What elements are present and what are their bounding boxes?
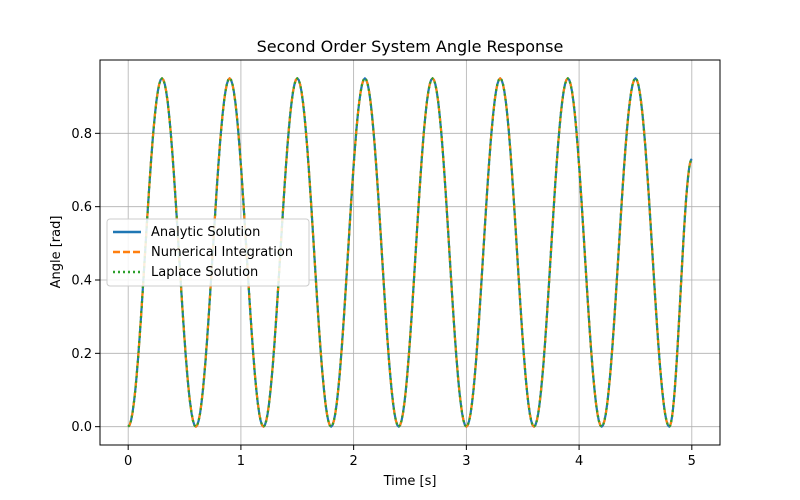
y-tick-label: 0.6	[71, 200, 92, 215]
plot-frame	[99, 59, 721, 446]
legend: Analytic Solution Numerical Integration …	[106, 218, 310, 287]
series-line-laplace	[127, 77, 693, 428]
legend-label-analytic: Analytic Solution	[151, 225, 260, 240]
x-tick-label: 5	[688, 454, 696, 469]
y-tick-label: 0.2	[71, 347, 92, 362]
x-axis-label: Time [s]	[383, 474, 437, 489]
legend-label-laplace: Laplace Solution	[151, 265, 258, 280]
legend-box	[106, 218, 310, 287]
series-layer	[127, 77, 693, 428]
y-tick-label: 0.4	[71, 274, 92, 289]
tick-layer: 0 1 2 3 4 5 0.0 0.2 0.4 0.6 0.8	[71, 127, 696, 469]
chart-title: Second Order System Angle Response	[257, 37, 564, 56]
y-axis-label: Angle [rad]	[49, 216, 64, 289]
y-tick-label: 0.8	[71, 127, 92, 142]
x-tick-label: 1	[237, 454, 245, 469]
x-tick-label: 2	[349, 454, 357, 469]
y-tick-label: 0.0	[71, 420, 92, 435]
legend-label-numerical: Numerical Integration	[151, 245, 293, 260]
x-tick-label: 0	[124, 454, 132, 469]
x-tick-label: 4	[575, 454, 583, 469]
x-tick-label: 3	[462, 454, 470, 469]
